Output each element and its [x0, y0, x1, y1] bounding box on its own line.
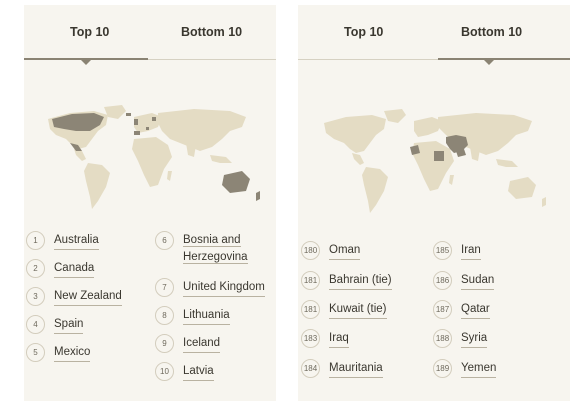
rank-badge: 10 — [155, 362, 174, 381]
country-link-line-1[interactable]: Bosnia and — [183, 234, 241, 247]
country-link[interactable]: Mexico — [54, 343, 91, 362]
country-link[interactable]: Bahrain (tie) — [329, 271, 392, 290]
rank-badge: 188 — [433, 329, 452, 348]
country-link[interactable]: Syria — [461, 329, 488, 348]
country-link[interactable]: Yemen — [461, 359, 497, 378]
map-highlight — [52, 113, 260, 201]
rank-badge: 5 — [26, 343, 45, 362]
tab-top-10[interactable]: Top 10 — [344, 25, 384, 39]
rank-badge: 6 — [155, 231, 174, 250]
tab-caret-icon — [81, 60, 91, 65]
tab-bar: Top 10 Bottom 10 — [298, 5, 570, 65]
country-link[interactable]: Sudan — [461, 271, 495, 290]
rank-badge: 181 — [301, 300, 320, 319]
rank-badge: 4 — [26, 315, 45, 334]
rank-badge: 181 — [301, 271, 320, 290]
list-item[interactable]: 184 Mauritania — [301, 359, 383, 378]
list-item[interactable]: 7 United Kingdom — [155, 278, 265, 297]
country-link[interactable]: United Kingdom — [183, 278, 265, 297]
list-item[interactable]: 181 Bahrain (tie) — [301, 271, 392, 290]
list-item[interactable]: 189 Yemen — [433, 359, 497, 378]
list-item[interactable]: 183 Iraq — [301, 329, 349, 348]
rank-badge: 186 — [433, 271, 452, 290]
tab-caret-icon — [484, 60, 494, 65]
country-link[interactable]: Qatar — [461, 300, 490, 319]
list-item[interactable]: 6 Bosnia and Herzegovina — [155, 231, 253, 266]
list-item[interactable]: 5 Mexico — [26, 343, 91, 362]
tab-top-10[interactable]: Top 10 — [70, 25, 110, 39]
rank-badge: 189 — [433, 359, 452, 378]
rank-badge: 2 — [26, 259, 45, 278]
rank-badge: 180 — [301, 241, 320, 260]
list-item[interactable]: 188 Syria — [433, 329, 488, 348]
country-link[interactable]: Lithuania — [183, 306, 230, 325]
country-link[interactable]: Latvia — [183, 362, 214, 381]
rank-badge: 185 — [433, 241, 452, 260]
list-item[interactable]: 181 Kuwait (tie) — [301, 300, 387, 319]
country-link[interactable]: Bosnia and Herzegovina — [183, 231, 253, 266]
list-item[interactable]: 186 Sudan — [433, 271, 495, 290]
country-link[interactable]: Iran — [461, 241, 481, 260]
country-link[interactable]: Iraq — [329, 329, 349, 348]
country-link[interactable]: New Zealand — [54, 287, 122, 306]
tab-bottom-10[interactable]: Bottom 10 — [461, 25, 523, 39]
list-item[interactable]: 10 Latvia — [155, 362, 214, 381]
list-item[interactable]: 180 Oman — [301, 241, 361, 260]
list-item[interactable]: 185 Iran — [433, 241, 481, 260]
country-link[interactable]: Canada — [54, 259, 95, 278]
country-link[interactable]: Iceland — [183, 334, 221, 353]
rank-badge: 3 — [26, 287, 45, 306]
rank-badge: 184 — [301, 359, 320, 378]
top-10-panel: Top 10 Bottom 10 — [24, 5, 276, 401]
list-item[interactable]: 8 Lithuania — [155, 306, 230, 325]
world-map — [34, 105, 266, 217]
list-item[interactable]: 9 Iceland — [155, 334, 221, 353]
rank-badge: 7 — [155, 278, 174, 297]
tab-bar: Top 10 Bottom 10 — [24, 5, 276, 65]
rank-badge: 187 — [433, 300, 452, 319]
map-highlight — [410, 135, 468, 161]
tab-bottom-10[interactable]: Bottom 10 — [181, 25, 243, 39]
country-link[interactable]: Mauritania — [329, 359, 383, 378]
bottom-10-panel: Top 10 Bottom 10 — [298, 5, 570, 401]
country-link[interactable]: Australia — [54, 231, 99, 250]
world-map — [310, 109, 558, 225]
tab-active-indicator — [24, 58, 148, 60]
country-link[interactable]: Kuwait (tie) — [329, 300, 387, 319]
rank-badge: 1 — [26, 231, 45, 250]
rank-badge: 9 — [155, 334, 174, 353]
list-item[interactable]: 187 Qatar — [433, 300, 490, 319]
tab-active-indicator — [438, 58, 570, 60]
list-item[interactable]: 3 New Zealand — [26, 287, 122, 306]
tab-divider — [298, 59, 570, 60]
list-item[interactable]: 1 Australia — [26, 231, 99, 250]
country-link[interactable]: Spain — [54, 315, 84, 334]
rank-badge: 8 — [155, 306, 174, 325]
tab-divider — [24, 59, 276, 60]
country-link-line-2[interactable]: Herzegovina — [183, 251, 248, 264]
rank-badge: 183 — [301, 329, 320, 348]
list-item[interactable]: 2 Canada — [26, 259, 95, 278]
list-item[interactable]: 4 Spain — [26, 315, 84, 334]
country-link[interactable]: Oman — [329, 241, 361, 260]
